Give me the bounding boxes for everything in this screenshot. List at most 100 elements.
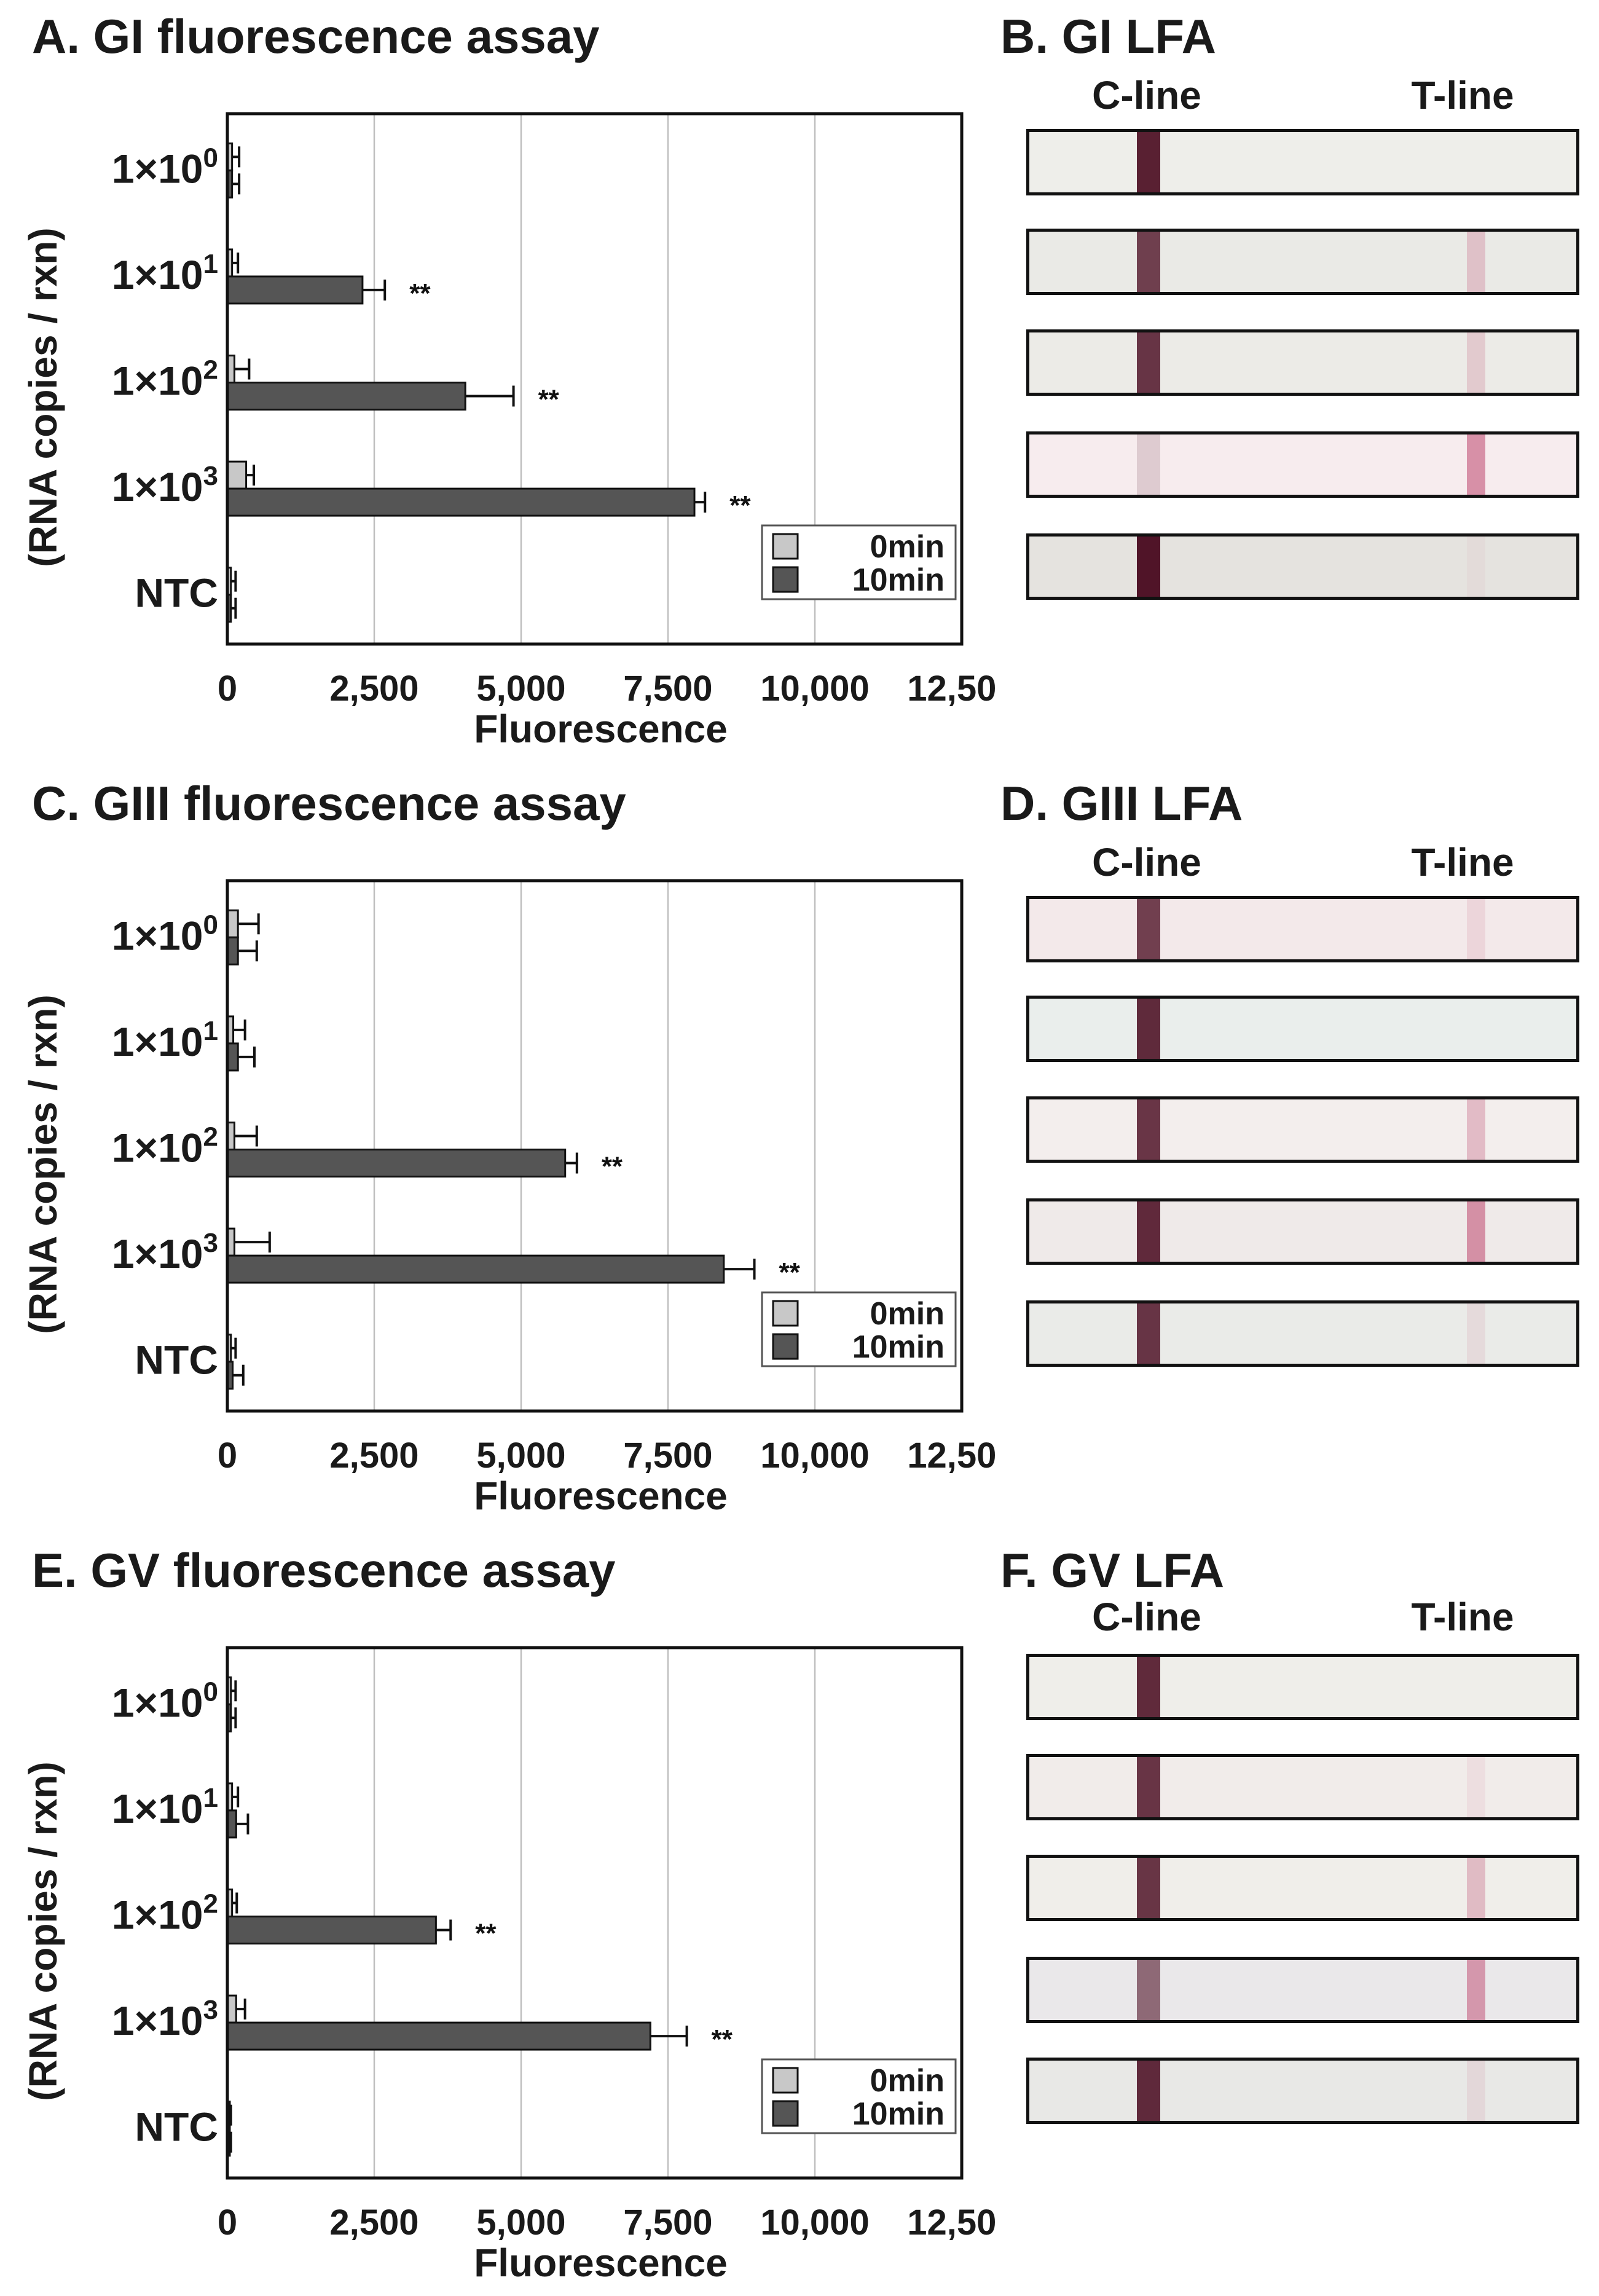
y-tick-label: 1×100 bbox=[112, 1677, 218, 1725]
t-line-band bbox=[1467, 332, 1485, 393]
t-line-band bbox=[1467, 999, 1485, 1059]
x-axis-label: Fluorescence bbox=[474, 707, 728, 751]
legend-label: 0min bbox=[870, 1296, 945, 1332]
t-line-header: T-line bbox=[1411, 1595, 1514, 1639]
c-line-band bbox=[1137, 537, 1160, 597]
lfa-strip bbox=[1026, 229, 1579, 295]
y-tick-label: 1×101 bbox=[112, 1783, 218, 1831]
chart-title: C. GIII fluorescence assay bbox=[32, 776, 626, 830]
c-line-band bbox=[1137, 1657, 1160, 1717]
x-axis-label: Fluorescence bbox=[474, 1474, 728, 1518]
t-line-band bbox=[1467, 434, 1485, 495]
legend-label: 10min bbox=[852, 1329, 945, 1365]
c-line-band bbox=[1137, 2061, 1160, 2121]
legend-swatch bbox=[772, 533, 799, 560]
legend-label: 10min bbox=[852, 562, 945, 598]
plot-frame bbox=[226, 1646, 964, 2180]
y-tick-label: 1×101 bbox=[112, 1016, 218, 1064]
bar-10min bbox=[226, 936, 239, 965]
y-tick-label: 1×103 bbox=[112, 1995, 218, 2043]
legend-label: 10min bbox=[852, 2096, 945, 2132]
lfa-strip bbox=[1026, 2058, 1579, 2124]
legend-swatch bbox=[772, 566, 799, 593]
t-line-band bbox=[1467, 2061, 1485, 2121]
t-line-band bbox=[1467, 1303, 1485, 1364]
c-line-header: C-line bbox=[1092, 840, 1201, 884]
c-line-band bbox=[1137, 1201, 1160, 1262]
t-line-band bbox=[1467, 1858, 1485, 1918]
legend-swatch bbox=[772, 1300, 799, 1327]
x-tick-label: 2,500 bbox=[329, 1436, 418, 1476]
significance-marker: ** bbox=[475, 1919, 497, 1949]
significance-marker: ** bbox=[409, 278, 431, 309]
lfa-title: D. GIII LFA bbox=[1000, 776, 1243, 830]
c-line-band bbox=[1137, 232, 1160, 292]
plot-frame bbox=[226, 112, 964, 646]
bar-chart: 1×100 ** 1×101 ** 1×102 ** 1×103 NTC 0 2,500 5,000… bbox=[21, 112, 996, 751]
lfa-title: B. GI LFA bbox=[1000, 9, 1216, 63]
c-line-header: C-line bbox=[1092, 73, 1201, 117]
chart-title: E. GV fluorescence assay bbox=[32, 1543, 616, 1597]
panel-giii: C. GIII fluorescence assay D. GIII LFA C… bbox=[0, 767, 1599, 1529]
x-tick-label: 0 bbox=[218, 2203, 237, 2243]
bar-10min bbox=[226, 2021, 651, 2051]
t-line-band bbox=[1467, 232, 1485, 292]
c-line-band bbox=[1137, 434, 1160, 495]
x-tick-label: 7,500 bbox=[623, 669, 712, 709]
lfa-strip bbox=[1026, 1300, 1579, 1367]
x-tick-label: 10,000 bbox=[760, 1436, 869, 1476]
c-line-header: C-line bbox=[1092, 1595, 1201, 1639]
c-line-band bbox=[1137, 999, 1160, 1059]
significance-marker: ** bbox=[779, 1257, 801, 1288]
plot-frame bbox=[226, 879, 964, 1413]
lfa-title: F. GV LFA bbox=[1000, 1543, 1225, 1597]
lfa-strip bbox=[1026, 996, 1579, 1062]
legend-label: 0min bbox=[870, 2063, 945, 2099]
t-line-header: T-line bbox=[1411, 840, 1514, 884]
y-tick-label: 1×103 bbox=[112, 461, 218, 509]
bar-10min bbox=[226, 1042, 239, 1072]
y-tick-label: 1×102 bbox=[112, 355, 218, 404]
lfa-strip bbox=[1026, 1198, 1579, 1265]
x-tick-label: 7,500 bbox=[623, 2203, 712, 2243]
lfa-strip bbox=[1026, 329, 1579, 396]
legend-swatch bbox=[772, 2067, 799, 2094]
panel-gv: E. GV fluorescence assay F. GV LFA C-lin… bbox=[0, 1534, 1599, 2296]
bar-0min bbox=[226, 460, 248, 490]
y-axis-label: (RNA copies / rxn) bbox=[21, 1761, 65, 2101]
c-line-band bbox=[1137, 1858, 1160, 1918]
lfa-strip bbox=[1026, 1096, 1579, 1163]
x-tick-label: 7,500 bbox=[623, 1436, 712, 1476]
x-tick-label: 0 bbox=[218, 1436, 237, 1476]
lfa-strip bbox=[1026, 533, 1579, 600]
lfa-strip bbox=[1026, 1957, 1579, 2023]
t-line-band bbox=[1467, 132, 1485, 192]
x-tick-label: 12,500 bbox=[907, 1436, 996, 1476]
lfa-strip bbox=[1026, 1855, 1579, 1921]
bar-chart: 1×100 1×101 ** 1×102 ** 1×103 NTC 0 2,500 5,000 7,… bbox=[21, 879, 996, 1518]
c-line-band bbox=[1137, 1960, 1160, 2020]
y-tick-label: 1×102 bbox=[112, 1122, 218, 1171]
bar-10min bbox=[226, 1254, 725, 1284]
bar-10min bbox=[226, 1916, 437, 1944]
y-tick-label: NTC bbox=[135, 2104, 218, 2150]
x-tick-label: 10,000 bbox=[760, 669, 869, 709]
y-axis-label: (RNA copies / rxn) bbox=[21, 994, 65, 1334]
bar-10min bbox=[226, 275, 364, 305]
y-tick-label: 1×100 bbox=[112, 143, 218, 191]
t-line-band bbox=[1467, 1960, 1485, 2020]
bar-chart: 1×100 1×101 ** 1×102 ** 1×103 NTC 0 2,500 5,000 7,… bbox=[21, 1646, 996, 2285]
c-line-band bbox=[1137, 1099, 1160, 1160]
c-line-band bbox=[1137, 1303, 1160, 1364]
t-line-band bbox=[1467, 1657, 1485, 1717]
y-tick-label: NTC bbox=[135, 570, 218, 616]
x-tick-label: 5,000 bbox=[476, 669, 565, 709]
x-tick-label: 2,500 bbox=[329, 669, 418, 709]
t-line-header: T-line bbox=[1411, 73, 1514, 117]
y-tick-label: 1×100 bbox=[112, 910, 218, 958]
y-tick-label: NTC bbox=[135, 1337, 218, 1383]
legend-swatch bbox=[772, 1333, 799, 1360]
lfa-strip bbox=[1026, 896, 1579, 962]
c-line-band bbox=[1137, 899, 1160, 959]
significance-marker: ** bbox=[602, 1152, 623, 1182]
